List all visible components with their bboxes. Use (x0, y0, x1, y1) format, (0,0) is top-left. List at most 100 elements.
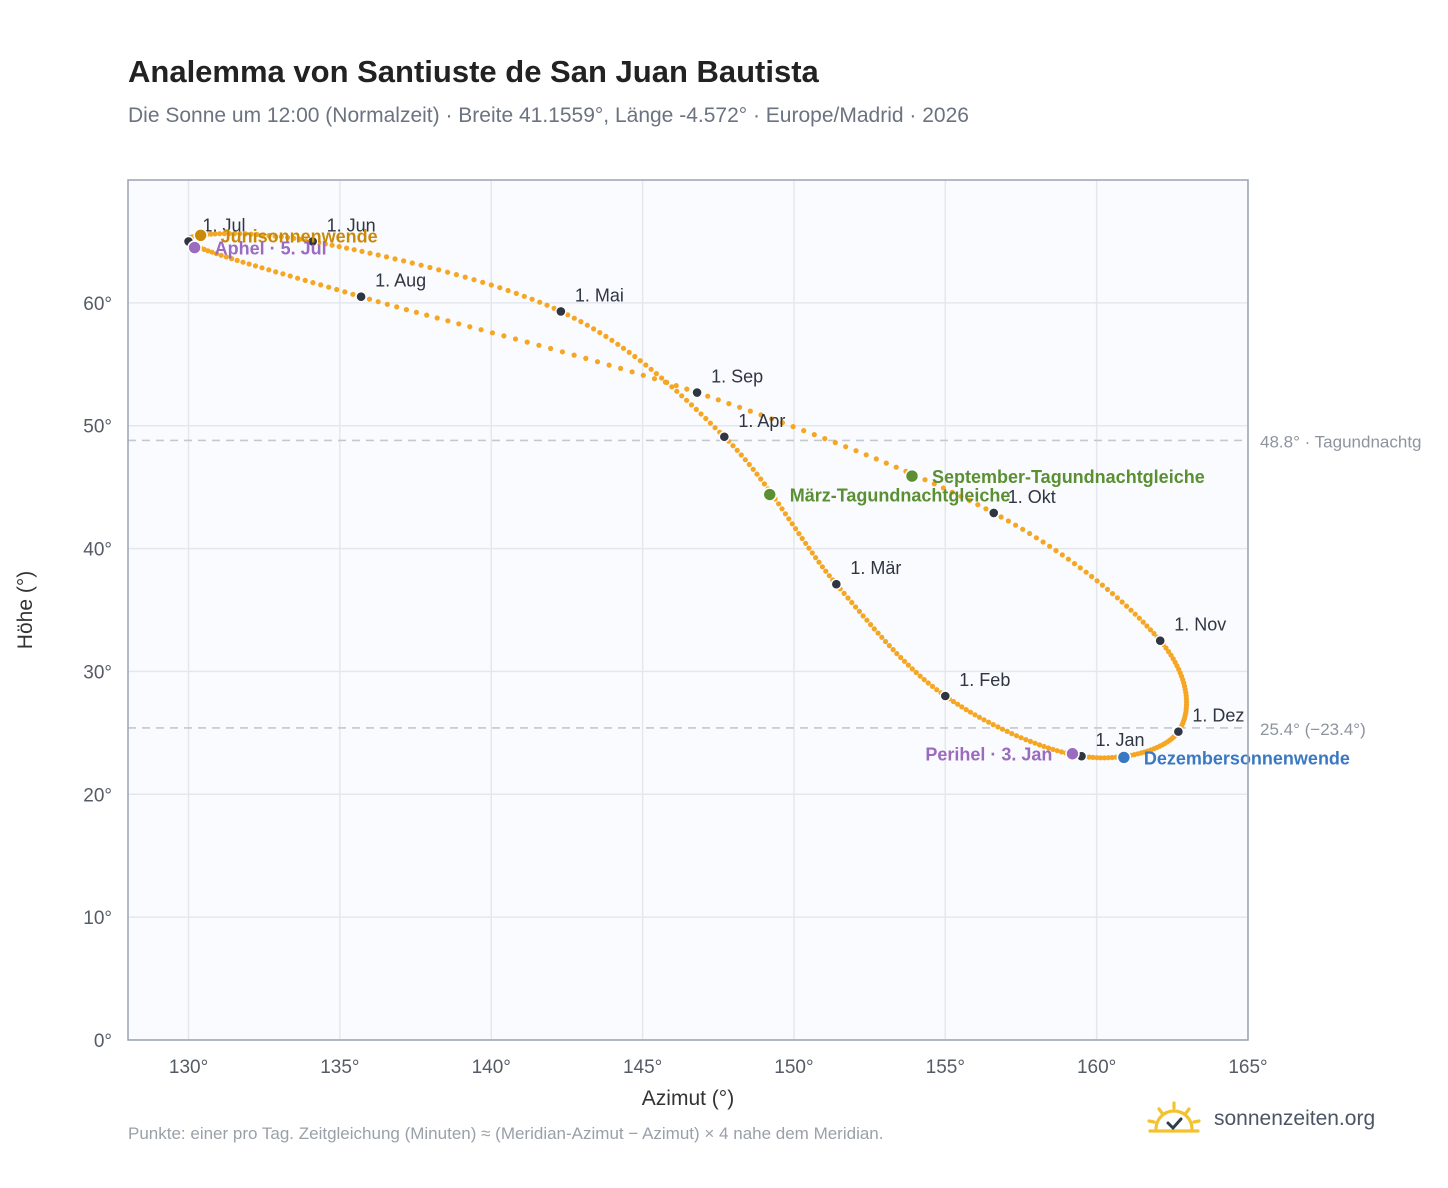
daily-sun-point (995, 724, 1001, 730)
daily-sun-point (967, 709, 974, 715)
event-marker[interactable] (904, 468, 920, 484)
month-marker[interactable] (939, 690, 951, 702)
daily-sun-point (366, 296, 373, 302)
daily-sun-point (248, 231, 254, 237)
daily-sun-point (1094, 755, 1100, 761)
daily-sun-point (501, 333, 507, 339)
daily-sun-point (571, 315, 577, 321)
month-marker[interactable] (355, 291, 367, 303)
month-marker[interactable] (1154, 635, 1166, 647)
month-marker-label: 1. Feb (959, 670, 1010, 690)
daily-sun-point (742, 457, 748, 463)
y-tick-label: 50° (83, 417, 112, 438)
daily-sun-point (326, 284, 332, 290)
daily-sun-point (1105, 755, 1111, 761)
event-marker[interactable] (187, 240, 202, 255)
daily-sun-point (537, 299, 543, 305)
daily-sun-point (295, 275, 301, 281)
daily-sun-point (424, 312, 430, 318)
daily-sun-point (864, 617, 870, 623)
daily-sun-point (529, 296, 535, 302)
daily-sun-point (513, 290, 519, 296)
daily-sun-point (761, 481, 768, 487)
daily-sun-point (909, 666, 915, 672)
daily-sun-point (1077, 565, 1083, 571)
daily-sun-point (436, 267, 442, 273)
event-marker[interactable] (762, 487, 778, 502)
daily-sun-point (536, 342, 542, 348)
daily-sun-point (260, 232, 266, 238)
daily-sun-point (1128, 607, 1134, 613)
daily-sun-point (868, 622, 874, 628)
daily-sun-point (418, 262, 424, 268)
daily-sun-point (811, 432, 817, 438)
daily-sun-point (707, 420, 714, 426)
event-marker[interactable] (193, 227, 208, 243)
daily-sun-point (845, 595, 851, 601)
daily-sun-point (1005, 518, 1012, 524)
daily-sun-point (1086, 754, 1092, 760)
daily-sun-point (873, 456, 879, 462)
daily-sun-point (246, 261, 252, 267)
daily-sun-point (793, 526, 799, 532)
daily-sun-point (524, 339, 530, 345)
daily-sun-point (758, 412, 764, 418)
month-marker[interactable] (306, 235, 319, 248)
daily-sun-point (1163, 645, 1169, 651)
daily-sun-point (445, 318, 451, 324)
daily-sun-point (738, 452, 744, 458)
daily-sun-point (401, 258, 407, 264)
daily-sun-point (849, 599, 855, 606)
chart-title: Analemma von Santiuste de San Juan Bauti… (128, 54, 819, 89)
daily-sun-point (698, 411, 704, 417)
daily-sun-point (826, 573, 832, 579)
daily-sun-point (921, 677, 927, 683)
brand[interactable]: sonnenzeiten.org (1146, 1101, 1375, 1137)
daily-sun-point (715, 397, 721, 403)
month-marker-label: 1. Sep (711, 367, 763, 387)
daily-sun-point (254, 231, 260, 238)
month-marker[interactable] (988, 507, 1000, 519)
daily-sun-point (822, 436, 828, 442)
daily-sun-point (489, 330, 495, 336)
footnote: Punkte: einer pro Tag. Zeitgleichung (Mi… (128, 1124, 884, 1143)
reference-line-label: 25.4° (−23.4°) (1260, 720, 1366, 739)
sun-check-logo-icon (1147, 1101, 1201, 1133)
month-marker-label: 1. Jul (203, 215, 246, 235)
daily-sun-point (336, 244, 342, 250)
daily-sun-point (409, 260, 415, 266)
event-label: Junisonnenwende (221, 226, 378, 246)
month-marker[interactable] (830, 578, 843, 590)
daily-sun-point (972, 712, 978, 718)
daily-sun-point (883, 460, 889, 466)
event-marker[interactable] (1116, 750, 1132, 765)
daily-sun-point (705, 393, 711, 399)
daily-sun-point (931, 481, 937, 487)
daily-sun-point (1094, 578, 1100, 584)
month-marker[interactable] (691, 386, 703, 399)
x-tick-label: 140° (472, 1057, 511, 1078)
daily-sun-point (1104, 586, 1111, 593)
daily-sun-point (392, 256, 398, 262)
daily-sun-point (1053, 548, 1059, 554)
daily-sun-point (879, 634, 885, 640)
daily-sun-point (790, 424, 796, 430)
daily-sun-point (1124, 603, 1130, 609)
daily-sun-point (940, 485, 947, 491)
daily-sun-point (726, 401, 732, 407)
daily-sun-point (367, 250, 373, 256)
daily-sun-point (453, 272, 459, 278)
daily-sun-point (1036, 742, 1043, 748)
daily-sun-point (427, 264, 433, 271)
daily-sun-point (223, 254, 229, 260)
month-marker[interactable] (1172, 725, 1185, 738)
event-marker[interactable] (1065, 746, 1080, 762)
daily-sun-point (218, 252, 224, 258)
reference-lines: 48.8° · Tagundnachtg 25.4° (−23.4°) (128, 432, 1422, 739)
event-label: Perihel · 3. Jan (925, 745, 1052, 765)
daily-sun-point (302, 277, 308, 283)
month-marker[interactable] (718, 431, 731, 443)
daily-sun-point (958, 493, 964, 499)
month-marker[interactable] (555, 305, 567, 318)
